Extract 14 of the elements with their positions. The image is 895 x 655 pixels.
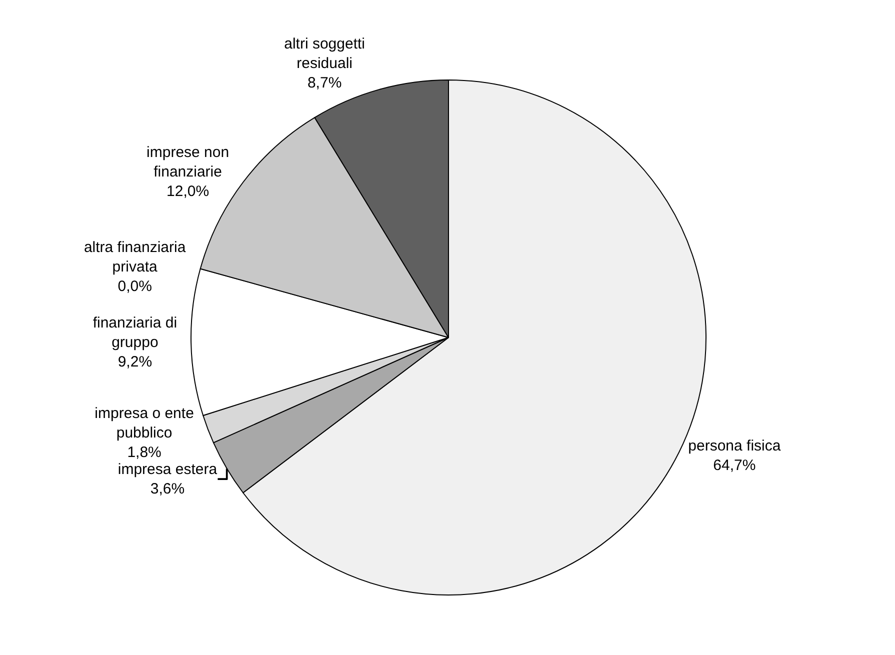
slice-label: finanziaria di gruppo [92, 314, 178, 351]
slice-label: altri soggetti residuali [284, 36, 365, 72]
category-label: altra finanziaria privata [84, 238, 186, 276]
data-label: 9,2% [118, 353, 152, 370]
data-label: 12,0% [166, 183, 210, 200]
data-label: 3,6% [150, 480, 185, 498]
data-label: 1,8% [127, 444, 162, 461]
text: 0,0% [118, 278, 152, 295]
slice-label: impresa o ente pubblico [94, 404, 194, 442]
slice-label: imprese non finanziarie [146, 144, 230, 181]
slice-label: persona fisica [688, 438, 782, 455]
slice-label: impresa estera [118, 460, 218, 478]
data-label: 64,7% [713, 457, 756, 474]
data-label: 8,7% [307, 74, 342, 92]
